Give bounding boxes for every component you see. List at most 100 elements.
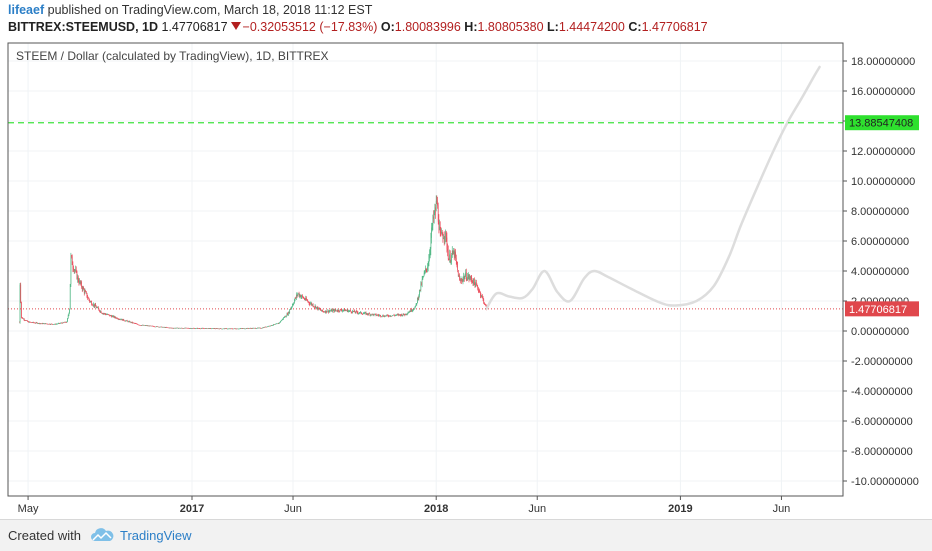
candle-body (345, 310, 347, 311)
candle-body (375, 314, 377, 316)
candle-body (230, 328, 232, 330)
x-tick-label: Jun (528, 503, 546, 515)
candle-body (273, 324, 275, 325)
candle-body (25, 320, 26, 321)
publish-line: lifeaef published on TradingView.com, Ma… (8, 3, 372, 17)
candle-body (275, 323, 277, 325)
candle-body (364, 312, 365, 314)
candle-body (435, 207, 436, 211)
quote-line: BITTREX:STEEMUSD, 1D 1.47706817 −0.320535… (8, 20, 708, 34)
candle-body (387, 315, 389, 317)
candle-body (34, 322, 36, 324)
candle-body (194, 328, 196, 330)
candle-body (42, 323, 44, 324)
candle-body (314, 305, 316, 307)
candle-body (158, 326, 159, 328)
candle-body (108, 314, 110, 316)
candle-body (49, 324, 51, 325)
candle-body (33, 322, 34, 323)
candle-body (304, 299, 306, 300)
candle-body (277, 323, 279, 325)
candle-body (316, 307, 317, 309)
candle-body (203, 328, 204, 329)
candle-body (172, 327, 173, 329)
candle-body (128, 321, 130, 322)
candle-body (52, 324, 54, 325)
tradingview-link[interactable]: TradingView (120, 528, 192, 543)
y-tick-label: -6.00000000 (851, 416, 913, 428)
candle-body (71, 255, 72, 257)
candle-body (445, 231, 446, 237)
candle-body (26, 320, 28, 322)
author-link[interactable]: lifeaef (8, 3, 45, 17)
candle-body (372, 313, 373, 315)
last-price-badge (845, 301, 919, 317)
candle-body (368, 313, 370, 314)
candle-body (451, 250, 453, 255)
candle-body (354, 312, 356, 313)
candle-body (427, 265, 429, 268)
candle-body (334, 309, 336, 311)
candle-body (265, 326, 267, 328)
candle-body (289, 309, 291, 313)
y-tick-label: 18.00000000 (851, 56, 915, 68)
candle-body (426, 269, 428, 270)
candle-body (344, 308, 345, 312)
candle-body (105, 313, 107, 315)
candle-body (132, 322, 134, 324)
candle-body (463, 276, 464, 279)
candle-body (324, 311, 325, 313)
candle-body (407, 313, 408, 315)
candle-body (31, 322, 32, 323)
candle-body (338, 309, 339, 312)
candle-body (81, 282, 82, 288)
candle-body (95, 304, 96, 307)
candle-body (89, 301, 91, 302)
candle-body (196, 328, 198, 329)
candle-body (114, 316, 116, 318)
down-arrow-icon (230, 22, 241, 30)
projection-curve (485, 65, 821, 311)
candle-body (58, 323, 60, 324)
candle-body (89, 299, 90, 302)
candle-body (453, 250, 455, 257)
candle-body (178, 328, 179, 329)
candle-body (377, 314, 379, 316)
candle-body (477, 285, 479, 289)
candle-body (459, 280, 461, 281)
candle-body (271, 325, 272, 326)
candle-body (168, 327, 169, 329)
candle-body (106, 314, 108, 316)
candle-body (440, 232, 442, 234)
candle-body (326, 310, 327, 313)
candle-body (227, 328, 229, 330)
candle-body (247, 328, 249, 329)
time-axis[interactable]: May 2017 Jun 2018 Jun 2019 Jun (18, 496, 791, 515)
candle-body (395, 315, 397, 316)
candle-body (393, 314, 395, 316)
candle-body (79, 280, 81, 284)
candle-body (32, 322, 34, 323)
candle-body (384, 315, 386, 317)
candle-body (336, 310, 337, 312)
candle-body (39, 323, 41, 325)
target-level-badge (845, 115, 919, 131)
price-chart[interactable]: STEEM / Dollar (calculated by TradingVie… (0, 0, 932, 519)
candle-body (41, 323, 43, 324)
candle-body (140, 325, 142, 326)
candle-body (292, 304, 294, 305)
price-axis[interactable]: 18.0000000016.0000000014.0000000012.0000… (843, 56, 919, 488)
candle-body (255, 328, 257, 330)
candle-body (366, 313, 368, 315)
candle-body (264, 326, 266, 328)
candle-body (449, 254, 450, 260)
candle-body (163, 326, 165, 328)
candle-body (473, 278, 475, 284)
candle-body (150, 325, 151, 327)
candle-body (123, 319, 125, 321)
candle-body (65, 322, 67, 323)
candle-body (460, 279, 462, 281)
x-tick-label: 2017 (180, 503, 204, 515)
candle-body (358, 313, 359, 314)
candle-body (341, 310, 343, 312)
